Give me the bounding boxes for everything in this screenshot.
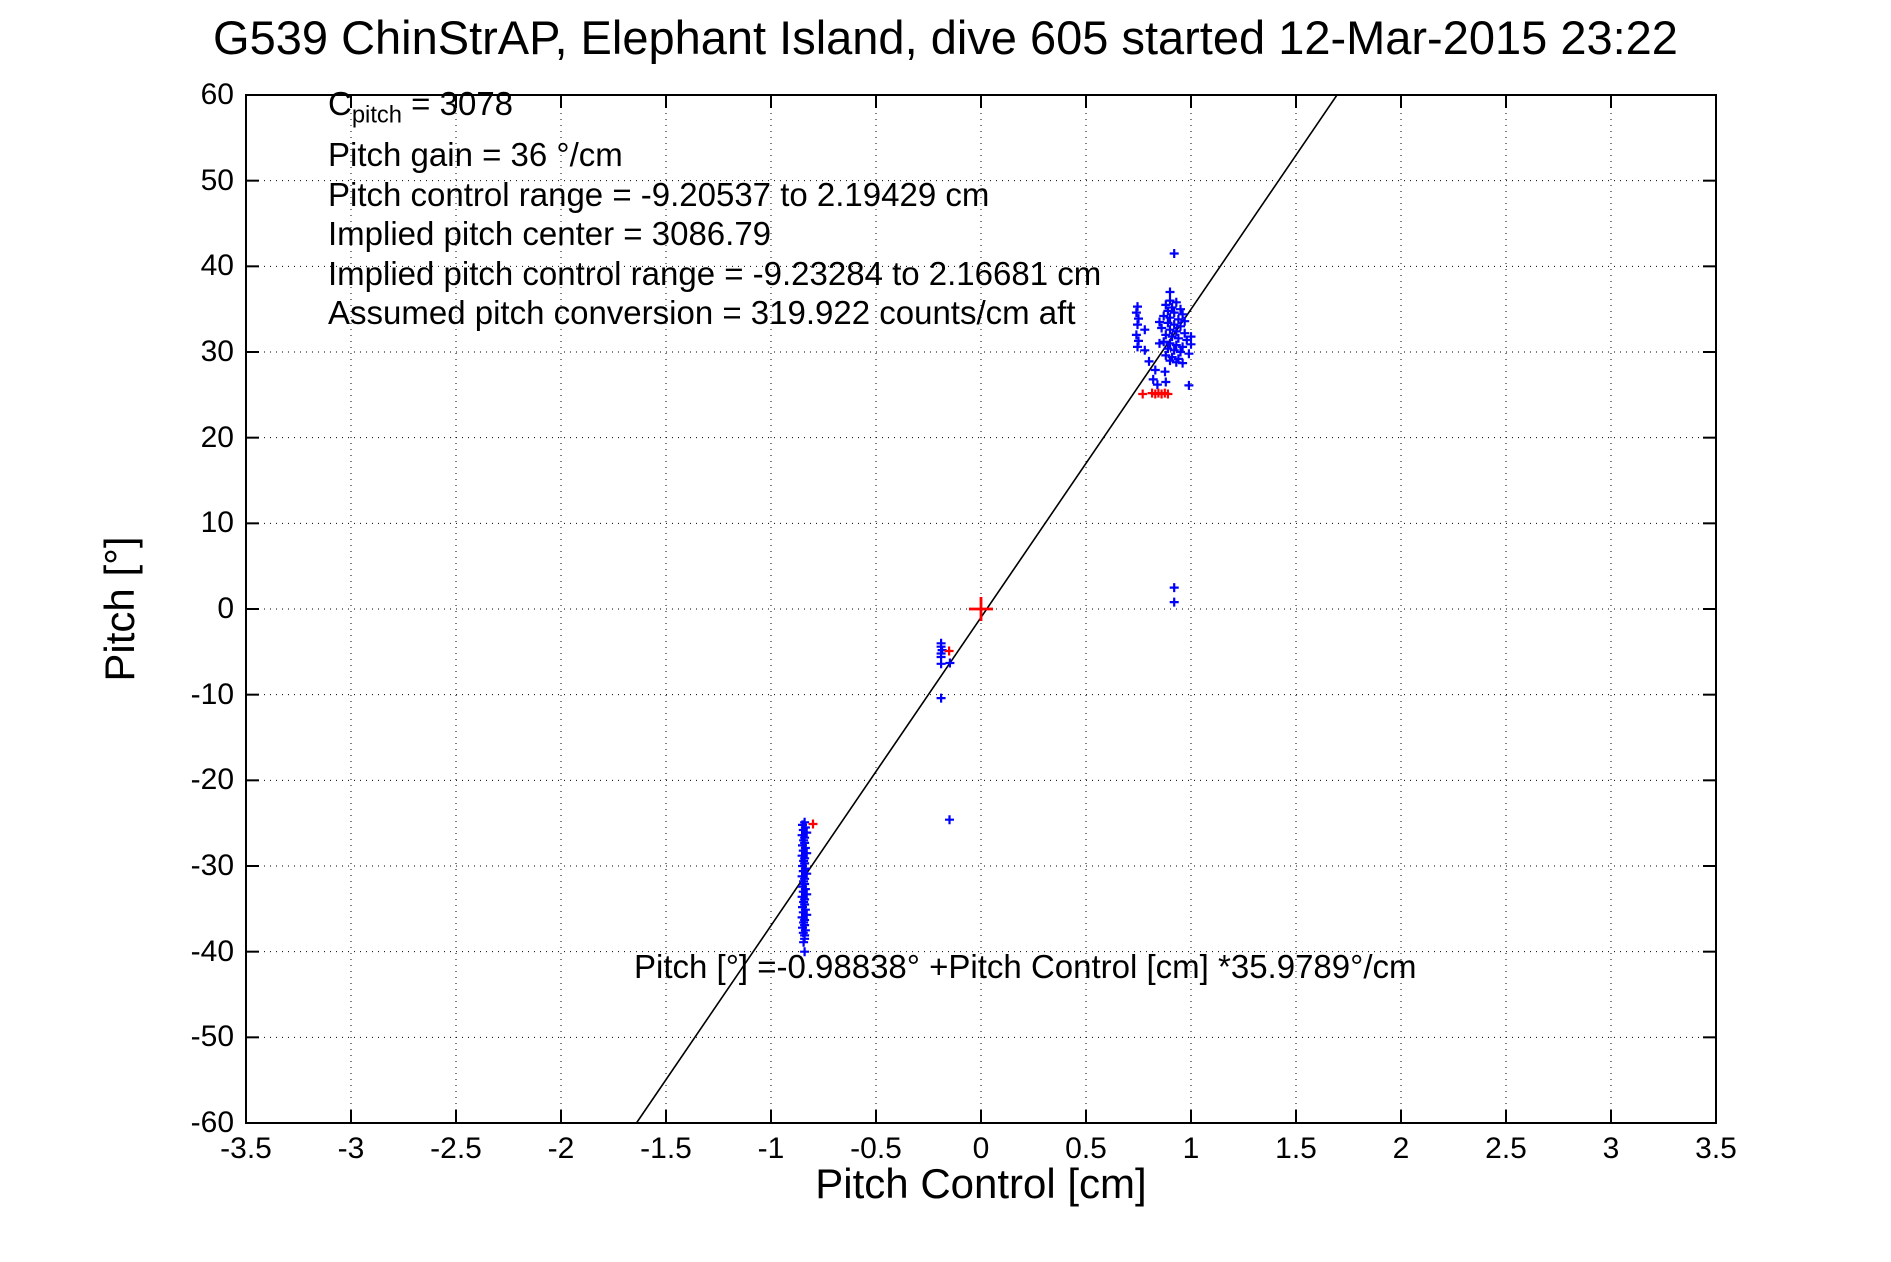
annotation-pitch-gain: Pitch gain = 36 °/cm <box>328 136 623 174</box>
x-tick-label: -3 <box>337 1132 365 1165</box>
y-tick-label: -60 <box>190 1106 234 1139</box>
x-tick-label: -1.5 <box>640 1132 692 1165</box>
plot-border <box>245 94 1717 1124</box>
x-tick-label: 0 <box>972 1132 990 1165</box>
annotation-pitch-control-range: Pitch control range = -9.20537 to 2.1942… <box>328 175 990 213</box>
fit-equation-text: Pitch [°] =-0.98838° +Pitch Control [cm]… <box>634 948 1417 985</box>
x-tick-label: 3.5 <box>1695 1132 1737 1165</box>
y-tick-label: 20 <box>200 420 234 454</box>
chart-title: G539 ChinStrAP, Elephant Island, dive 60… <box>213 11 1678 64</box>
y-tick-label: -20 <box>190 763 234 797</box>
implied-pitch-center-marker <box>969 597 993 621</box>
annotation-assumed-pitch-conversion: Assumed pitch conversion = 319.922 count… <box>328 294 1076 332</box>
annotation-implied-pitch-control-range: Implied pitch control range = -9.23284 t… <box>328 254 1102 292</box>
x-tick-label: -0.5 <box>850 1132 902 1165</box>
y-tick-label: 60 <box>200 78 234 111</box>
x-tick-label: -2 <box>547 1132 575 1165</box>
x-tick-label: 2 <box>1392 1132 1410 1165</box>
calibration-annotations: Cpitch = 3078 Pitch gain = 36 °/cm Pitch… <box>328 84 1101 333</box>
y-tick-label: -10 <box>190 677 234 711</box>
y-tick-label: -40 <box>190 934 234 968</box>
flagged-pitch-points <box>808 388 1173 829</box>
y-tick-label: 30 <box>200 335 234 368</box>
x-tick-label: 1 <box>1182 1132 1200 1165</box>
x-axis-label: Pitch Control [cm] <box>815 1160 1147 1207</box>
y-tick-label: 0 <box>217 592 234 625</box>
y-tick-label: 40 <box>200 249 234 283</box>
annotation-c-pitch: Cpitch = 3078 <box>328 85 514 129</box>
x-tick-label: 1.5 <box>1275 1132 1317 1165</box>
measured-pitch-points <box>797 249 1196 957</box>
x-tick-label: -3.5 <box>220 1132 272 1165</box>
y-tick-label: -30 <box>190 849 234 882</box>
x-tick-label: -2.5 <box>430 1132 482 1165</box>
annotation-implied-pitch-center: Implied pitch center = 3086.79 <box>328 215 772 253</box>
y-axis-label: Pitch [°] <box>96 536 143 682</box>
y-tick-label: 10 <box>200 506 234 540</box>
x-tick-label: 0.5 <box>1065 1132 1107 1165</box>
grid-lines <box>246 95 1716 1123</box>
x-tick-label: -1 <box>757 1132 785 1165</box>
plot-canvas <box>245 94 1717 1124</box>
y-tick-label: -50 <box>190 1020 234 1054</box>
x-tick-label: 2.5 <box>1485 1132 1527 1165</box>
plot-area <box>245 94 1717 1124</box>
x-tick-label: 3 <box>1602 1132 1620 1165</box>
y-tick-label: 50 <box>200 163 234 197</box>
